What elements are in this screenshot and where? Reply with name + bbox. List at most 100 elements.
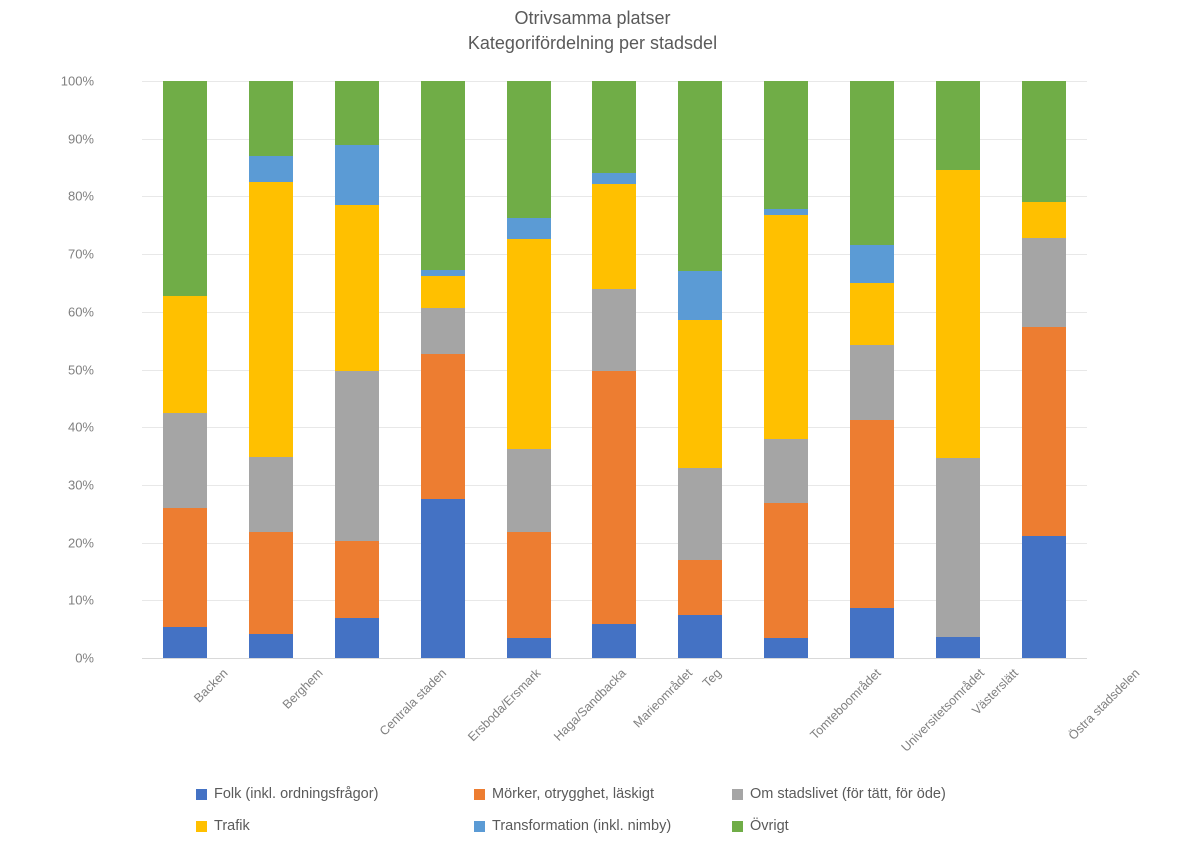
stacked-bar[interactable] [162,81,207,658]
bar-segment[interactable] [764,439,809,504]
chart-title: Otrivsamma platser Kategorifördelning pe… [0,6,1185,56]
bar-segment[interactable] [420,353,465,500]
bar-segment[interactable] [420,276,465,309]
bar-segment[interactable] [592,172,637,184]
bar-segment[interactable] [678,615,723,658]
bar-segment[interactable] [1022,326,1067,536]
bar-segment[interactable] [936,458,981,637]
bar-segment[interactable] [1022,81,1067,203]
stacked-bar[interactable] [420,81,465,658]
bar-segment[interactable] [592,183,637,290]
legend-item[interactable]: Trafik [196,818,474,834]
bar-segment[interactable] [850,607,895,658]
chart-title-line2: Kategorifördelning per stadsdel [467,33,718,53]
bar-segment[interactable] [248,81,293,157]
bar-segment[interactable] [248,532,293,634]
x-label-slot: Tomteboområdet [743,658,884,768]
bar-segment[interactable] [162,295,207,413]
legend-item[interactable]: Övrigt [732,818,1016,834]
x-label-slot: Backen [142,658,230,768]
legend-item[interactable]: Folk (inkl. ordningsfrågor) [196,786,474,802]
bar-segment[interactable] [764,503,809,639]
bar-segment[interactable] [678,559,723,616]
bar-segment[interactable] [592,289,637,371]
bar-segment[interactable] [334,617,379,658]
bar-segment[interactable] [506,637,551,658]
legend-item[interactable]: Om stadslivet (för tätt, för öde) [732,786,1016,802]
bar-segment[interactable] [764,208,809,216]
bar-segment[interactable] [248,457,293,533]
bar-segment[interactable] [850,81,895,245]
bar-segment[interactable] [764,638,809,658]
x-label-slot: Universitetsområdet [829,658,987,768]
bar-segment[interactable] [764,215,809,440]
bar-segment[interactable] [936,169,981,459]
bar-group [142,81,1087,658]
legend-swatch-icon [196,820,207,832]
bar-segment[interactable] [162,507,207,627]
stacked-bar[interactable] [764,81,809,658]
stacked-bar[interactable] [334,81,379,658]
bar-segment[interactable] [850,345,895,420]
bar-segment[interactable] [334,540,379,618]
bar-segment[interactable] [1022,535,1067,658]
x-label-slot: Berghem [228,658,326,768]
bar-slot [142,81,228,658]
legend-item[interactable]: Transformation (inkl. nimby) [474,818,732,834]
bar-segment[interactable] [420,81,465,271]
stacked-bar[interactable] [506,81,551,658]
stacked-bar[interactable] [936,81,981,658]
bar-segment[interactable] [162,81,207,296]
bar-segment[interactable] [1022,202,1067,238]
y-axis-tick-label: 40% [67,419,94,435]
legend-item-label: Om stadslivet (för tätt, för öde) [750,786,946,802]
bar-segment[interactable] [248,182,293,458]
bar-segment[interactable] [506,81,551,218]
bar-segment[interactable] [506,238,551,449]
bar-segment[interactable] [592,81,637,173]
bar-segment[interactable] [248,633,293,658]
legend-item[interactable]: Mörker, otrygghet, läskigt [474,786,732,802]
bar-segment[interactable] [678,271,723,321]
y-axis-tick-label: 80% [67,188,94,204]
bar-segment[interactable] [506,217,551,239]
bar-segment[interactable] [592,370,637,624]
bar-segment[interactable] [1022,237,1067,327]
bar-segment[interactable] [850,419,895,608]
stacked-bar[interactable] [678,81,723,658]
bar-segment[interactable] [334,81,379,145]
stacked-bar[interactable] [1022,81,1067,658]
bar-segment[interactable] [420,499,465,658]
bar-segment[interactable] [764,81,809,209]
x-label-slot: Teg [657,658,743,768]
stacked-bar[interactable] [592,81,637,658]
gridline [142,658,1087,659]
bar-segment[interactable] [162,626,207,658]
bar-slot [486,81,572,658]
bar-segment[interactable] [678,320,723,468]
bar-segment[interactable] [850,282,895,346]
x-label-slot: Marieområdet [572,658,695,768]
bar-segment[interactable] [420,270,465,277]
bar-segment[interactable] [248,156,293,183]
legend-swatch-icon [474,788,485,800]
bar-segment[interactable] [936,636,981,658]
bar-slot [1001,81,1087,658]
stacked-bar[interactable] [248,81,293,658]
bar-slot [743,81,829,658]
legend-item-label: Övrigt [750,818,789,834]
bar-segment[interactable] [162,412,207,508]
bar-segment[interactable] [420,308,465,354]
bar-segment[interactable] [334,144,379,206]
bar-segment[interactable] [678,467,723,560]
bar-segment[interactable] [936,81,981,170]
bar-segment[interactable] [506,448,551,533]
legend-swatch-icon [196,788,207,800]
bar-segment[interactable] [506,532,551,638]
stacked-bar[interactable] [850,81,895,658]
bar-segment[interactable] [678,81,723,272]
bar-segment[interactable] [850,244,895,283]
bar-segment[interactable] [334,370,379,541]
bar-segment[interactable] [334,205,379,371]
bar-segment[interactable] [592,623,637,658]
